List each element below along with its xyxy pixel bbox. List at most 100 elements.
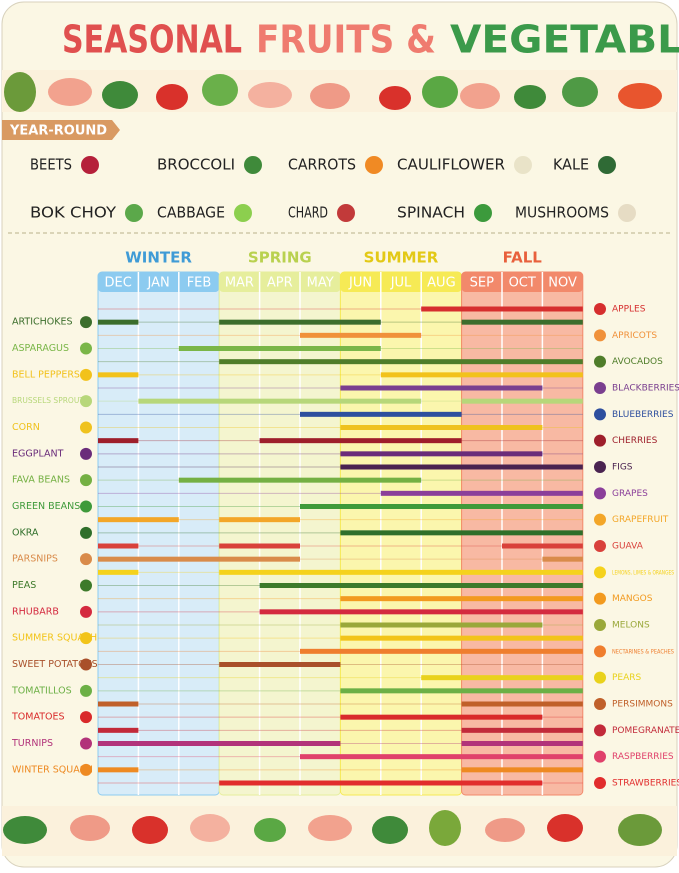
produce-label: WINTER SQUASH <box>12 764 93 775</box>
season-bar <box>340 425 543 430</box>
produce-label: TURNIPS <box>11 738 53 749</box>
decor-salmon <box>248 82 292 108</box>
season-bar <box>98 741 341 746</box>
produce-label: SWEET POTATOES <box>12 659 98 670</box>
produce-label: PEARS <box>612 673 642 683</box>
produce-icon <box>594 303 606 315</box>
decor-broccoli <box>254 818 286 842</box>
season-name: SUMMER <box>364 249 439 267</box>
season-bar <box>178 477 422 483</box>
produce-icon <box>594 329 606 342</box>
month-label: MAR <box>225 276 254 291</box>
produce-label: NECTARINES & PEACHES <box>612 647 674 655</box>
decor-broccoli <box>562 77 598 107</box>
month-label: JUN <box>348 276 372 291</box>
produce-label: ARTICHOKES <box>12 317 73 328</box>
produce-icon <box>80 684 92 697</box>
year-round-tag <box>2 120 120 140</box>
season-bar <box>380 372 583 378</box>
produce-icon <box>594 619 606 631</box>
produce-icon <box>125 204 143 222</box>
month-label: JUL <box>390 276 412 291</box>
produce-label: APPLES <box>612 305 646 315</box>
title-part: FRUITS & <box>256 18 436 62</box>
bottom-decoration <box>2 806 677 856</box>
season-name: WINTER <box>125 249 192 267</box>
season-name: SPRING <box>248 249 312 267</box>
decor-pepper <box>156 84 188 110</box>
year-round-item: BEETS <box>30 156 72 174</box>
produce-icon <box>594 698 606 710</box>
produce-label: RHUBARB <box>12 606 59 617</box>
produce-icon <box>594 777 606 789</box>
produce-icon <box>594 487 606 500</box>
decor-carrot <box>618 83 662 109</box>
produce-icon <box>80 474 92 487</box>
decor-lettuce <box>422 76 458 108</box>
season-bar <box>98 727 139 733</box>
produce-label: CHERRIES <box>612 436 658 446</box>
season-header <box>340 272 462 292</box>
season-bar <box>300 504 583 509</box>
produce-label: BRUSSELS SPROUTS <box>12 396 89 405</box>
season-bar <box>219 569 583 575</box>
decor-salmon <box>70 815 110 841</box>
decor-salmon <box>48 78 92 106</box>
decor-salmon <box>308 815 352 841</box>
season-bar <box>98 569 139 575</box>
produce-label: OKRA <box>12 527 39 538</box>
season-bar <box>98 517 179 523</box>
produce-label: GRAPEFRUIT <box>612 515 669 525</box>
season-bar <box>98 543 139 549</box>
produce-label: FAVA BEANS <box>12 475 70 486</box>
season-bar <box>300 648 583 654</box>
produce-icon <box>244 156 262 174</box>
produce-icon <box>80 553 92 566</box>
season-bar <box>178 346 381 351</box>
produce-icon <box>80 737 92 750</box>
produce-label: BLACKBERRIES <box>612 384 679 394</box>
produce-icon <box>474 204 492 222</box>
produce-icon <box>80 632 92 645</box>
season-header <box>219 272 341 292</box>
month-label: JAN <box>146 276 169 291</box>
produce-label: PERSIMMONS <box>612 700 673 710</box>
produce-label: ASPARAGUS <box>12 343 69 354</box>
month-label: OCT <box>509 276 536 291</box>
season-bar <box>461 398 583 404</box>
decor-salmon <box>310 83 350 109</box>
month-label: DEC <box>105 276 132 291</box>
season-bar <box>98 372 139 378</box>
produce-label: RASPBERRIES <box>612 752 674 762</box>
decor-pepper <box>547 814 583 842</box>
season-bar <box>98 556 300 562</box>
produce-label: BELL PEPPERS <box>12 369 80 380</box>
season-bar <box>461 767 583 773</box>
season-bar <box>421 675 583 681</box>
produce-icon <box>598 156 616 174</box>
decor-salmon <box>460 83 500 109</box>
produce-label: MANGOS <box>612 594 653 604</box>
season-bar <box>98 438 139 444</box>
produce-icon <box>594 513 606 526</box>
season-bar <box>300 332 422 338</box>
produce-label: AVOCADOS <box>612 357 663 367</box>
produce-icon <box>618 204 636 222</box>
decor-avocado <box>4 72 36 112</box>
produce-icon <box>80 395 92 408</box>
produce-icon <box>80 711 92 724</box>
produce-label: CORN <box>12 422 40 433</box>
season-bar <box>219 319 381 325</box>
produce-label: PEAS <box>12 580 36 591</box>
produce-icon <box>594 461 606 473</box>
produce-icon <box>234 204 252 222</box>
year-round-item: BOK CHOY <box>30 204 117 222</box>
decor-lettuce <box>202 74 238 106</box>
season-bar <box>219 517 300 523</box>
year-round-item: CARROTS <box>288 156 356 174</box>
decor-pea <box>514 85 546 109</box>
produce-label: TOMATILLOS <box>11 685 72 696</box>
produce-icon <box>80 500 92 513</box>
season-header <box>461 272 583 292</box>
produce-icon <box>594 566 606 579</box>
